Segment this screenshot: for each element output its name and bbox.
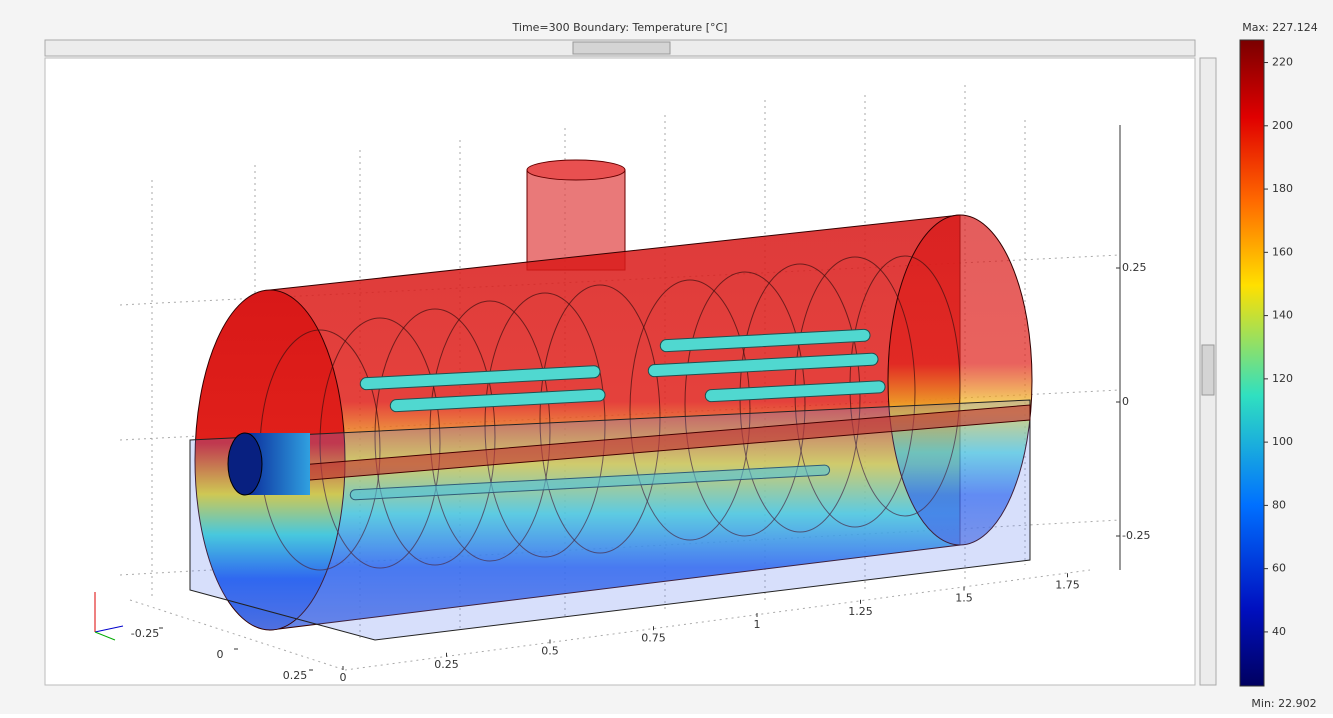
colorbar-tick-label: 80 — [1272, 498, 1286, 511]
colorbar-min-label: Min: 22.902 — [1251, 697, 1316, 710]
colorbar-max-label: Max: 227.124 — [1242, 21, 1317, 34]
scroll-thumb-vertical[interactable] — [1202, 345, 1214, 395]
colorbar — [1240, 40, 1264, 686]
colorbar-tick-label: 100 — [1272, 435, 1293, 448]
colorbar-tick-label: 220 — [1272, 56, 1293, 69]
x-tick-label: 0 — [340, 671, 347, 684]
comsol-window: Time=300 Boundary: Temperature [°C] — [0, 0, 1333, 714]
colorbar-tick-label: 160 — [1272, 245, 1293, 258]
y-tick-label: 0 — [217, 648, 224, 661]
scroll-thumb[interactable] — [573, 42, 670, 54]
x-tick-label: 1.5 — [955, 592, 973, 605]
x-tick-label: 0.5 — [541, 645, 559, 658]
x-tick-label: 1 — [754, 618, 761, 631]
z-tick-label: -0.25 — [1122, 529, 1150, 542]
colorbar-tick-label: 120 — [1272, 372, 1293, 385]
colorbar-tick-label: 140 — [1272, 309, 1293, 322]
z-tick-label: 0.25 — [1122, 261, 1147, 274]
colorbar-tick-label: 40 — [1272, 625, 1286, 638]
inlet-top — [527, 160, 625, 180]
colorbar-tick-label: 180 — [1272, 182, 1293, 195]
colorbar-tick-label: 200 — [1272, 119, 1293, 132]
x-tick-label: 1.75 — [1055, 578, 1080, 591]
x-tick-label: 1.25 — [848, 605, 873, 618]
y-tick-label: -0.25 — [131, 627, 159, 640]
z-tick-label: 0 — [1122, 395, 1129, 408]
y-tick-label: 0.25 — [283, 669, 308, 682]
outlet-pipe-end — [228, 433, 262, 495]
x-tick-label: 0.75 — [641, 631, 666, 644]
plot-title: Time=300 Boundary: Temperature [°C] — [512, 21, 728, 34]
x-tick-label: 0.25 — [434, 658, 459, 671]
colorbar-tick-label: 60 — [1272, 562, 1286, 575]
